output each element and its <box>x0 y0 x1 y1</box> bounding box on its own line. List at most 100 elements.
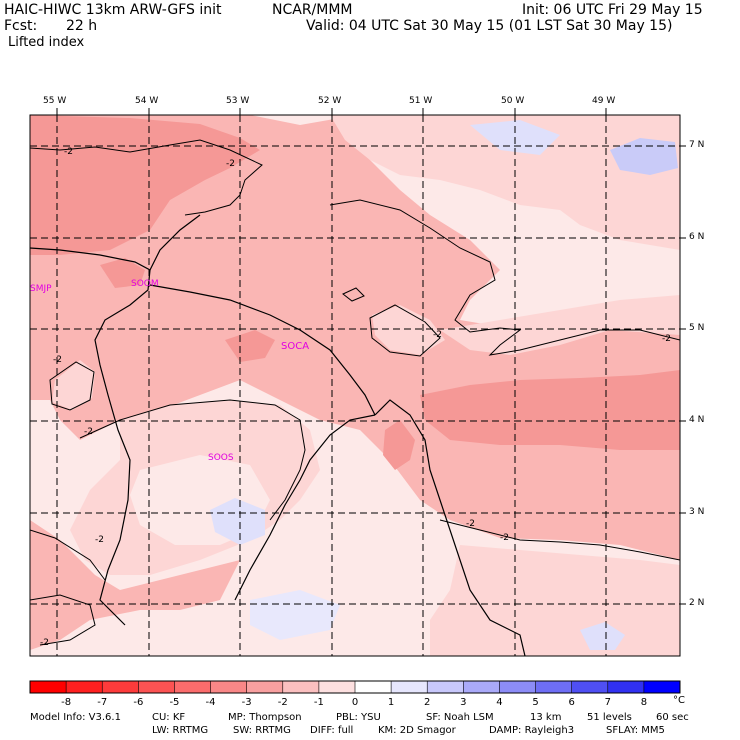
region-neg-light-east <box>440 295 680 355</box>
contour-southwest <box>79 399 306 521</box>
region-positive-ne-strong <box>610 138 678 175</box>
org-label: NCAR/MMM <box>272 2 353 18</box>
region-neg-light-west <box>52 360 95 410</box>
colorbar-swatch <box>535 681 573 693</box>
footer-diff: DIFF: full <box>310 725 354 736</box>
colorbar-swatch <box>138 681 175 693</box>
colorbar-tick-label: 4 <box>496 697 503 708</box>
colorbar-tick-label: 2 <box>424 697 431 708</box>
tick-marks <box>56 108 686 605</box>
colorbar-swatch <box>355 681 392 693</box>
colorbar-swatch <box>571 681 609 693</box>
colorbar-swatch <box>463 681 500 693</box>
region-positive-sw <box>250 590 340 640</box>
contour-label: -2 <box>662 334 671 344</box>
colorbar-swatch <box>30 681 67 693</box>
contour-small-loop <box>342 287 365 302</box>
contour-west <box>49 361 95 411</box>
region-positive-se <box>580 622 625 650</box>
border-west <box>30 247 151 626</box>
border-east <box>374 399 526 656</box>
lon-label-52w: 52 W <box>318 96 342 106</box>
lat-label-6n: 6 N <box>689 232 705 242</box>
colorbar-tick-label: -7 <box>97 697 108 708</box>
contour-label: -2 <box>226 159 235 169</box>
footer-sflay: SFLAY: MM5 <box>606 725 665 736</box>
lat-label-3n: 3 N <box>689 507 705 517</box>
colorbar-swatch <box>66 681 103 693</box>
footer-pbl: PBL: YSU <box>336 712 381 723</box>
region-neg-strong-east <box>420 370 680 450</box>
station-soom: SOOM <box>131 279 159 289</box>
colorbar-tick-label: -5 <box>169 697 180 708</box>
station-soca: SOCA <box>281 341 310 352</box>
lon-label-53w: 53 W <box>226 96 250 106</box>
border-south <box>234 414 376 601</box>
lon-label-55w: 55 W <box>43 96 67 106</box>
lat-label-7n: 7 N <box>689 140 705 150</box>
contour-label: -2 <box>466 519 475 529</box>
colorbar-tick-label: 1 <box>387 697 395 708</box>
contour-south <box>30 529 106 581</box>
colorbar-tick-label: 6 <box>568 697 575 708</box>
region-neg-strong-spot <box>100 258 145 288</box>
colorbar-swatch <box>210 681 248 693</box>
region-neg-light-pocket <box>372 305 445 355</box>
lon-label-50w: 50 W <box>501 96 525 106</box>
station-smjp: SMJP <box>30 284 52 294</box>
region-neg-mid <box>30 115 680 560</box>
region-neg-light-se <box>430 545 680 656</box>
colorbar-tick-label: -2 <box>277 697 288 708</box>
footer-cu: CU: KF <box>152 712 186 723</box>
footer-sf: SF: Noah LSM <box>426 712 494 723</box>
contour-label: -2 <box>40 638 49 648</box>
contour-north <box>30 139 263 216</box>
contour-label: -2 <box>84 427 93 437</box>
graticule <box>30 115 680 656</box>
colorbar-swatch <box>102 681 139 693</box>
colorbar-tick-label: 8 <box>640 697 648 708</box>
coastline-north <box>149 214 201 271</box>
contour-sw-loop <box>30 594 96 646</box>
lifted-index-field <box>30 115 680 656</box>
contour-label: -2 <box>95 535 104 545</box>
footer-sw: SW: RRTMG <box>233 725 291 736</box>
colorbar-swatch <box>643 681 681 693</box>
valid-time: Valid: 04 UTC Sat 30 May 15 (01 LST Sat … <box>306 18 673 34</box>
colorbar-swatch <box>174 681 212 693</box>
footer-lw: LW: RRTMG <box>152 725 209 736</box>
contour-label: -2 <box>53 355 62 365</box>
contour-label: -2 <box>500 533 509 543</box>
model-title: HAIC-HIWC 13km ARW-GFS init <box>4 2 222 18</box>
footer-levels: 51 levels <box>587 712 632 723</box>
region-positive-south <box>210 498 265 545</box>
colorbar-swatch <box>427 681 464 693</box>
lat-label-5n: 5 N <box>689 323 705 333</box>
colorbar-swatch <box>607 681 645 693</box>
lat-label-4n: 4 N <box>689 415 705 425</box>
colorbar-tick-label: 7 <box>604 697 611 708</box>
footer-damp: DAMP: Rayleigh3 <box>489 725 575 736</box>
colorbar-tick-label: -8 <box>61 697 72 708</box>
contour-label: -2 <box>64 147 73 157</box>
colorbar-swatch <box>391 681 428 693</box>
contour-se <box>439 519 680 561</box>
footer-resolution: 13 km <box>530 712 562 723</box>
map-frame <box>29 114 681 657</box>
footer-mp: MP: Thompson <box>228 712 302 723</box>
colorbar-unit: °C <box>673 695 685 706</box>
colorbar-tick-label: -3 <box>241 697 252 708</box>
lon-label-54w: 54 W <box>135 96 159 106</box>
lon-label-51w: 51 W <box>409 96 433 106</box>
colorbar-tick-label: 5 <box>532 697 539 708</box>
colorbar-swatch <box>246 681 284 693</box>
contour-label: -2 <box>433 330 442 340</box>
colorbar-tick-label: 3 <box>460 697 467 708</box>
region-neg-mid-south <box>30 520 240 650</box>
colorbar-swatch <box>318 681 356 693</box>
forecast-hour: 22 h <box>66 18 98 34</box>
colorbar-swatch <box>282 681 320 693</box>
region-neg-strong-cell <box>383 420 415 470</box>
station-soos: SOOS <box>208 453 234 463</box>
